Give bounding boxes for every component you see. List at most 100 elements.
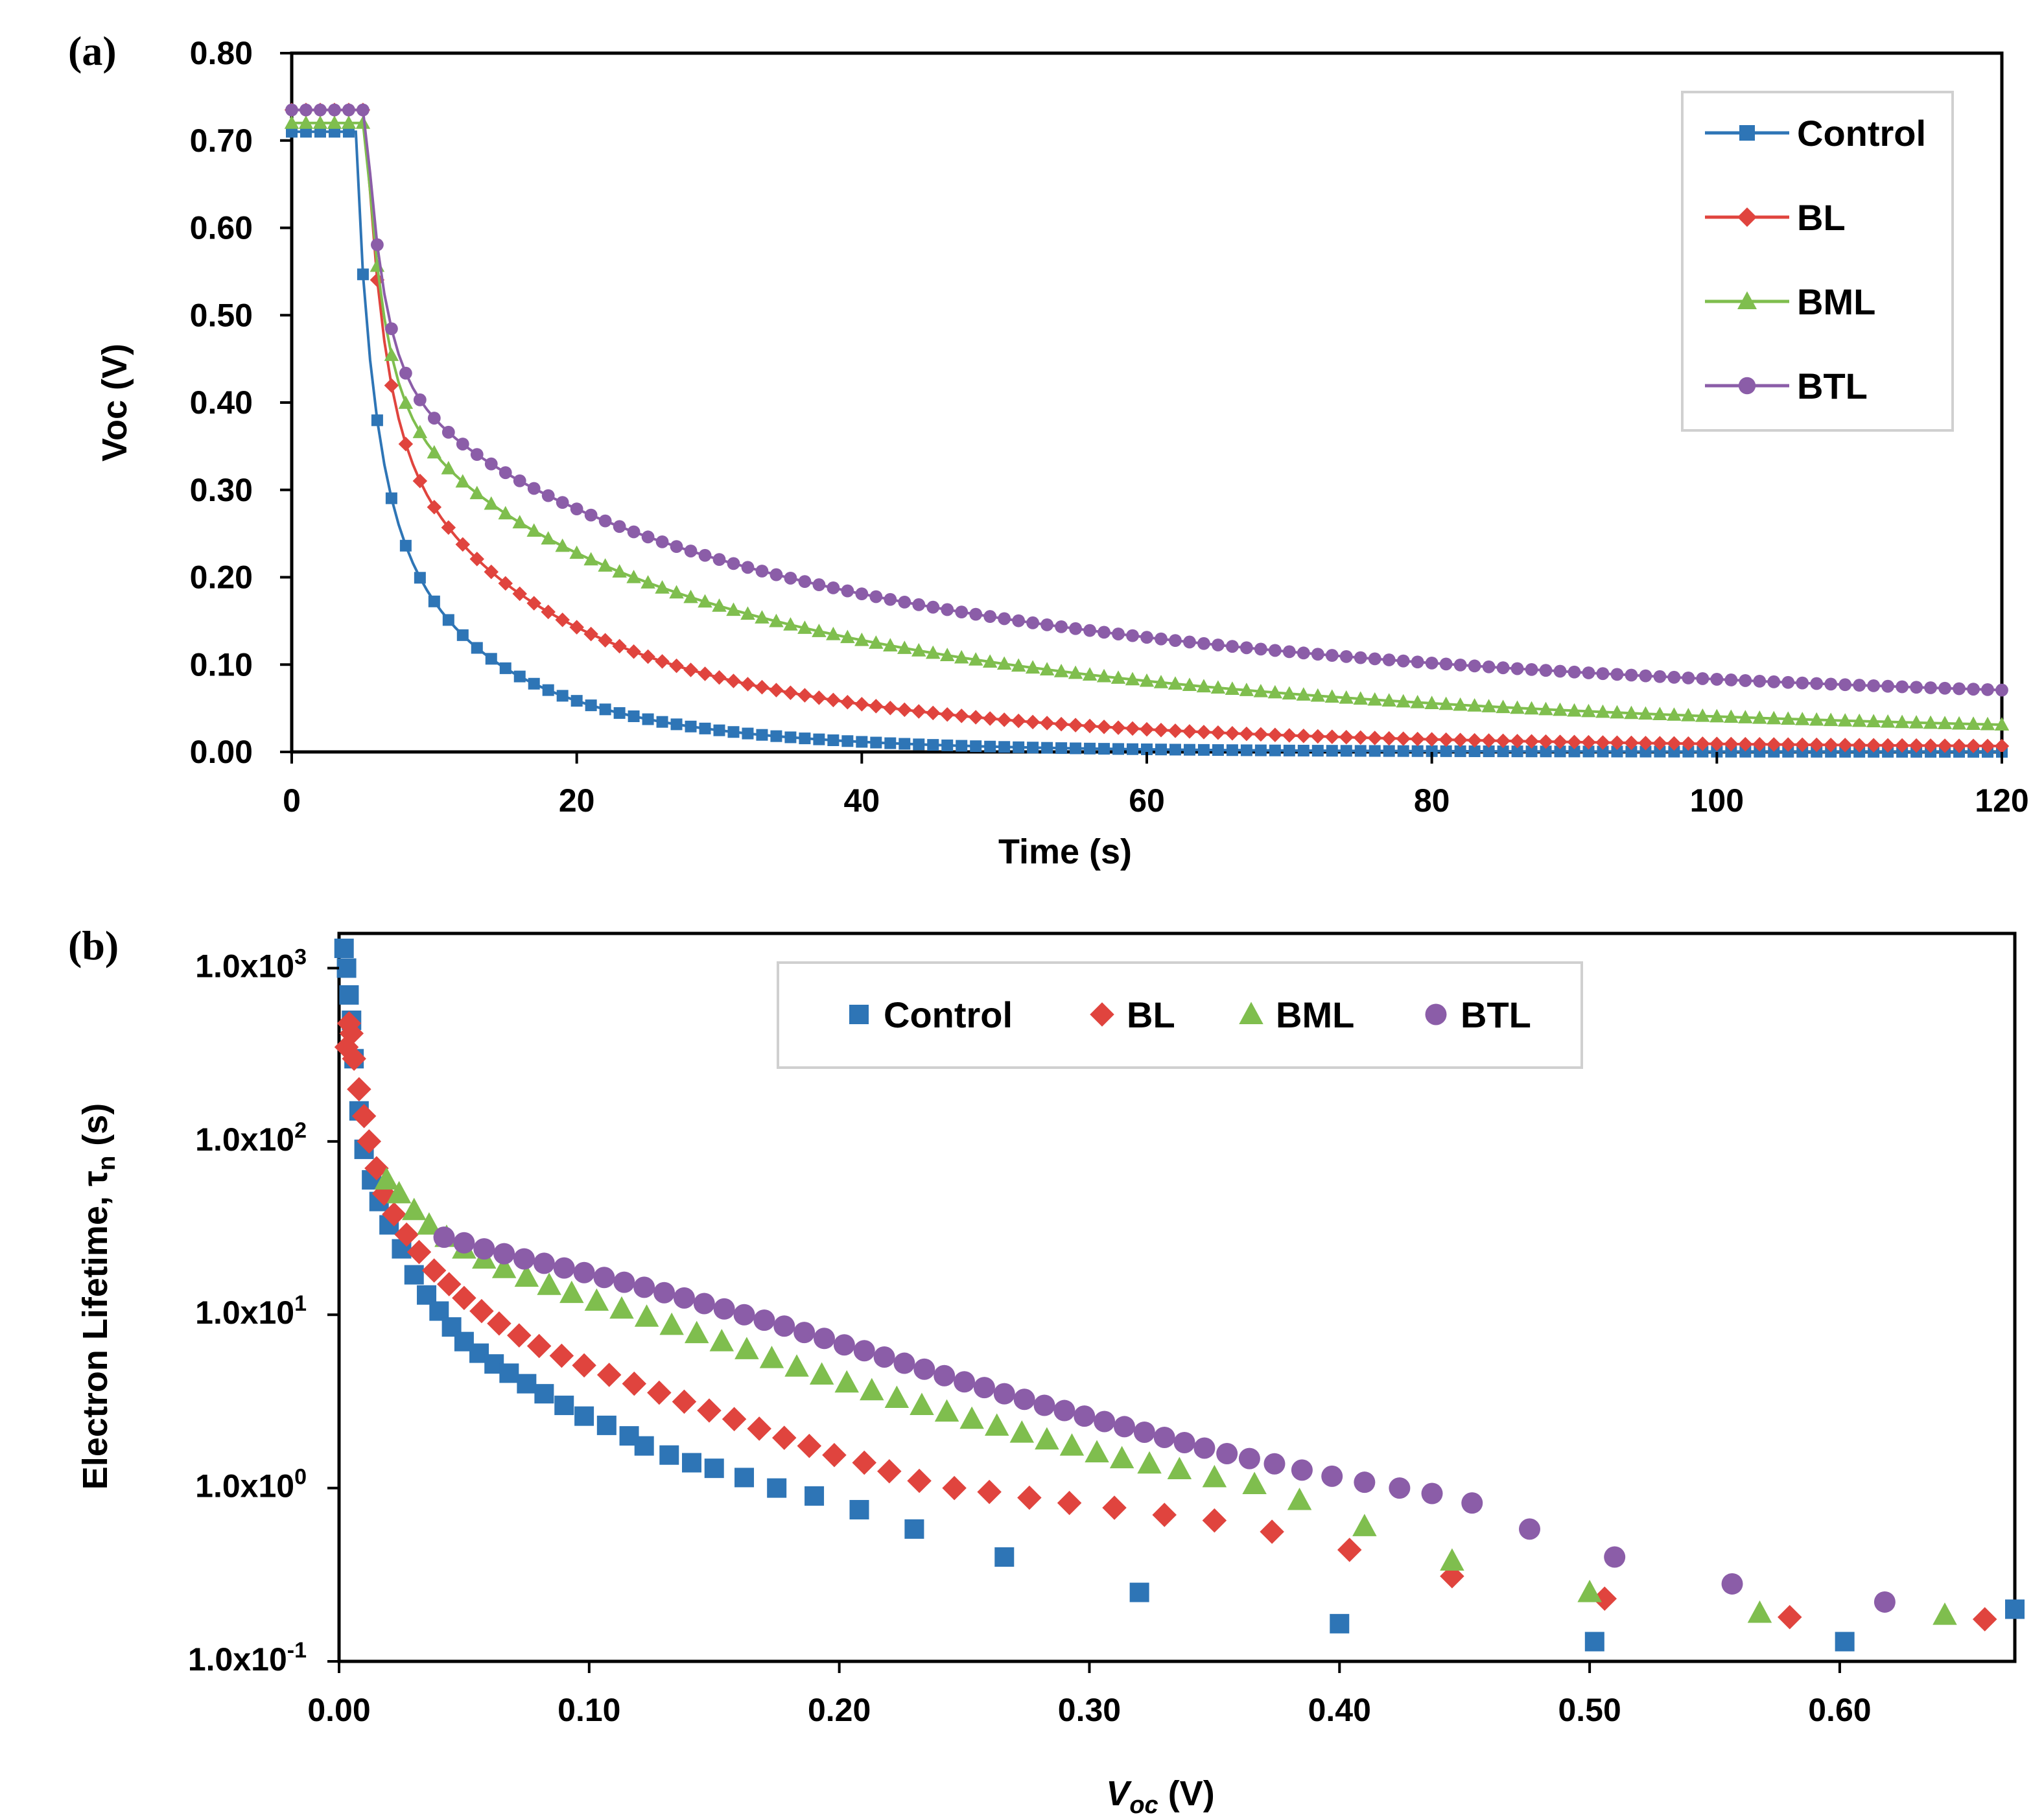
x-tick-label-a: 20 xyxy=(559,782,595,819)
data-point-a-bl xyxy=(1082,718,1098,734)
data-point-a-control xyxy=(1597,745,1609,758)
data-point-b-bl xyxy=(1592,1586,1617,1611)
data-point-a-btl xyxy=(1382,653,1396,666)
data-point-b-control xyxy=(404,1265,424,1285)
data-point-a-btl xyxy=(869,590,883,603)
data-point-a-control xyxy=(1540,745,1552,758)
data-point-a-control xyxy=(927,739,939,751)
data-point-b-btl xyxy=(1389,1477,1411,1499)
y-axis-label-b: Electron Lifetime, τn (s) xyxy=(76,1103,121,1490)
data-point-a-btl xyxy=(342,103,355,117)
data-point-a-control xyxy=(1212,744,1224,756)
data-point-b-btl xyxy=(1721,1573,1743,1595)
data-point-a-bl xyxy=(1267,727,1283,742)
data-point-b-bml xyxy=(1085,1440,1109,1463)
data-point-a-bl xyxy=(512,586,527,602)
data-point-a-bl xyxy=(1851,738,1867,753)
data-point-b-control xyxy=(634,1436,654,1456)
data-point-a-control xyxy=(1454,745,1466,757)
data-point-a-bml xyxy=(1410,694,1425,708)
data-point-b-bml xyxy=(834,1370,859,1393)
data-point-a-btl xyxy=(1753,674,1767,688)
data-point-a-control xyxy=(385,492,397,504)
data-point-b-bml xyxy=(559,1280,584,1304)
data-point-b-bml xyxy=(1242,1471,1267,1494)
series-b-bl xyxy=(334,1011,1997,1632)
data-point-b-btl xyxy=(1133,1421,1155,1443)
x-tick-label-b: 0.00 xyxy=(307,1692,370,1728)
data-point-b-bl xyxy=(572,1353,596,1378)
data-point-b-bl xyxy=(1260,1519,1284,1544)
data-point-a-control xyxy=(1340,745,1352,757)
y-tick-label-a: 0.10 xyxy=(190,646,253,683)
data-point-a-bl xyxy=(996,712,1012,727)
data-point-a-bl xyxy=(1937,738,1953,753)
data-point-a-control xyxy=(1369,745,1381,757)
data-point-a-control xyxy=(1269,744,1281,756)
data-point-a-bml xyxy=(327,115,342,129)
data-point-a-bml xyxy=(598,558,613,572)
data-point-a-bl xyxy=(1353,730,1368,745)
data-point-a-btl xyxy=(784,572,797,585)
legend-b-box xyxy=(777,961,1583,1069)
data-point-b-control xyxy=(554,1396,574,1416)
data-point-a-btl xyxy=(812,578,826,591)
data-point-b-control xyxy=(805,1486,825,1506)
data-point-b-bml xyxy=(884,1385,910,1408)
plot-area-b xyxy=(337,931,2017,1663)
data-point-a-btl xyxy=(1924,681,1937,694)
data-point-b-bl xyxy=(1102,1495,1127,1520)
data-point-a-bml xyxy=(698,594,712,608)
data-point-a-control xyxy=(1197,744,1210,756)
data-point-b-bml xyxy=(584,1288,609,1311)
data-point-a-btl xyxy=(1155,632,1168,646)
data-point-a-btl xyxy=(541,489,555,502)
data-point-b-btl xyxy=(1263,1453,1286,1475)
data-point-a-bl xyxy=(455,537,471,552)
data-point-a-bl xyxy=(954,708,969,723)
data-point-a-control xyxy=(414,572,426,584)
data-point-a-control xyxy=(685,720,697,732)
data-point-a-bl xyxy=(1196,725,1212,740)
data-point-a-btl xyxy=(1254,642,1267,656)
data-point-a-control xyxy=(1041,742,1053,754)
data-point-a-bml xyxy=(982,654,998,668)
data-point-b-bl xyxy=(394,1222,419,1247)
data-point-a-bml xyxy=(683,589,698,603)
data-point-a-bl xyxy=(1510,734,1525,749)
data-point-a-btl xyxy=(1639,669,1652,683)
data-point-a-btl xyxy=(1183,635,1196,649)
data-point-b-bml xyxy=(634,1304,659,1327)
data-point-a-bl xyxy=(1652,736,1667,751)
data-point-a-btl xyxy=(1838,678,1852,692)
data-point-b-control xyxy=(596,1415,617,1435)
y-axis-label-b-sub: n xyxy=(93,1156,121,1171)
data-point-b-bml xyxy=(759,1346,784,1368)
data-point-a-control xyxy=(756,729,768,741)
data-point-b-bml xyxy=(684,1320,709,1344)
data-point-b-bl xyxy=(852,1450,876,1475)
data-point-a-bml xyxy=(1880,714,1896,728)
data-point-a-bml xyxy=(1994,717,2010,731)
data-point-a-btl xyxy=(1995,683,2008,697)
data-point-a-bl xyxy=(498,576,513,591)
data-point-a-bml xyxy=(312,115,328,129)
data-point-a-bml xyxy=(1225,681,1240,695)
data-point-a-btl xyxy=(827,581,840,594)
data-point-a-control xyxy=(585,699,597,712)
data-point-a-btl xyxy=(499,466,512,480)
data-point-a-bml xyxy=(1467,698,1482,712)
data-point-a-bl xyxy=(1624,735,1639,751)
data-point-b-bl xyxy=(421,1258,447,1283)
data-point-a-bl xyxy=(769,683,784,697)
data-point-a-btl xyxy=(1069,622,1082,635)
data-point-a-control xyxy=(1411,745,1424,757)
data-point-a-bl xyxy=(555,613,570,627)
data-point-b-bml xyxy=(1109,1446,1134,1469)
data-point-a-btl xyxy=(1468,659,1481,673)
data-point-a-btl xyxy=(912,598,926,611)
data-point-b-btl xyxy=(1291,1459,1313,1481)
data-point-b-btl xyxy=(633,1276,655,1298)
data-point-a-control xyxy=(1682,745,1695,758)
data-point-a-btl xyxy=(1510,662,1524,675)
